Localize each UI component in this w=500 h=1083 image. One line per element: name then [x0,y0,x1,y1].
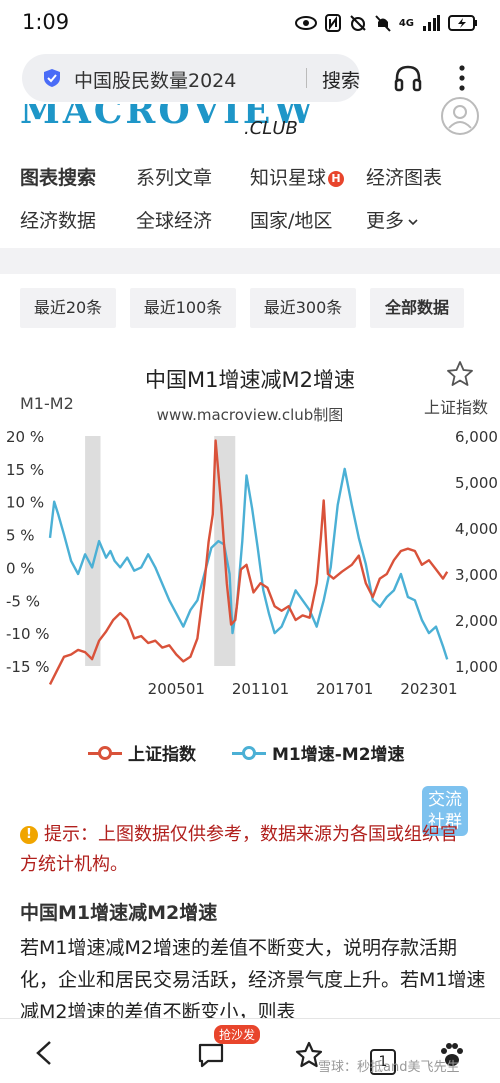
filter-all-data[interactable]: 全部数据 [370,288,464,328]
nav-item-more[interactable]: 更多 [366,206,419,233]
shaded-period-0 [85,436,101,666]
section-divider [0,248,500,274]
left-tick-label: -5 % [6,592,40,610]
battery-charging-icon [448,15,477,31]
x-tick-label: 200501 [148,680,205,698]
filter-recent-100[interactable]: 最近100条 [130,288,236,328]
chart-title: 中国M1增速减M2增速 [145,368,355,392]
browser-search-bar[interactable]: 中国股民数量2024 搜索 [22,54,360,102]
right-tick-label: 3,000 [455,566,498,584]
x-tick-label: 201101 [232,680,289,698]
shield-icon [44,69,60,87]
mute-icon [375,15,391,32]
logo-suffix-text: .CLUB [244,118,298,139]
comment-icon[interactable] [196,1041,226,1069]
right-tick-label: 1,000 [455,658,498,676]
legend-label-m1m2: M1增速-M2增速 [272,745,405,765]
favorite-icon[interactable] [294,1041,324,1069]
right-tick-label: 2,000 [455,612,498,630]
nav-item-global-economy[interactable]: 全球经济 [136,210,213,232]
legend-label-index: 上证指数 [128,745,196,765]
chart-watermark: www.macroview.club制图 [156,406,344,424]
series-line-m1m2 [48,467,449,660]
left-tick-label: 0 % [6,559,35,577]
notice-text: 提示：上图数据仅供参考，数据来源为各国或组织官方统计机构。 [20,824,458,875]
legend-marker-m1m2 [232,745,266,761]
nav-item-knowledge-planet-label: 知识星球 [250,167,327,189]
right-tick-label: 6,000 [455,428,498,446]
signal-icon [423,15,440,31]
left-tick-label: 10 % [6,494,44,512]
legend-item-m1m2[interactable]: M1增速-M2增速 [232,740,405,765]
bottom-toolbar: 抢沙发 1 [0,1018,500,1083]
left-tick-label: 15 % [6,461,44,479]
legend-item-index[interactable]: 上证指数 [88,740,196,765]
left-tick-label: -10 % [6,625,50,643]
status-bar: 1:09 4G [0,0,500,46]
line-chart: 20 % 15 % 10 % 5 % 0 % -5 % -10 % -15 % 6,000 5,0… [6,428,498,698]
search-query-text[interactable]: 中国股民数量2024 [74,70,237,92]
eye-icon [294,16,317,30]
left-tick-label: -15 % [6,658,50,676]
network-label: 4G [398,17,414,29]
nav-item-series-articles[interactable]: 系列文章 [136,167,213,189]
y-axis-left-label: M1-M2 [20,394,74,413]
legend-marker-index [88,745,122,761]
favorite-star-icon[interactable] [446,360,474,388]
site-logo[interactable]: MACROVIEW .CLUB [20,104,310,146]
warning-icon: ! [20,826,38,844]
x-tick-label: 201701 [316,680,373,698]
right-tick-label: 4,000 [455,520,498,538]
user-avatar-icon[interactable] [440,96,480,136]
community-fab-button[interactable]: 交流 社群 [422,786,468,836]
nav-item-chart-search[interactable]: 图表搜索 [20,167,97,189]
headphones-icon[interactable] [392,62,424,94]
left-tick-label: 20 % [6,428,44,446]
nav-item-countries-regions[interactable]: 国家/地区 [250,210,333,232]
y-axis-right-label: 上证指数 [423,398,488,417]
status-icons: 4G [294,14,478,32]
series-line-index [48,439,449,685]
page-watermark: 雪球：秒抵and美飞先生 [318,1060,460,1075]
more-options-icon[interactable] [452,62,472,94]
tab-count[interactable]: 1 [370,1049,396,1075]
data-notice: ! 提示：上图数据仅供参考，数据来源为各国或组织官方统计机构。 [20,820,470,880]
status-time: 1:09 [22,10,70,34]
alarm-off-icon [350,15,366,31]
chevron-down-icon [408,219,418,226]
hot-badge: H [328,171,345,187]
nav-item-economic-data[interactable]: 经济数据 [20,210,97,232]
paw-icon[interactable] [438,1041,466,1069]
filter-recent-20[interactable]: 最近20条 [20,288,116,328]
nfc-icon [324,14,341,32]
fab-line-1: 交流 [428,790,462,810]
nav-item-economic-charts[interactable]: 经济图表 [366,167,443,189]
search-button[interactable]: 搜索 [322,70,361,92]
sofa-badge: 抢沙发 [214,1025,261,1044]
right-tick-label: 5,000 [455,474,498,492]
category-nav: 图表搜索 系列文章 知识星球 H 经济图表 经济数据 全球经济 国家/地区 更多 [0,150,500,246]
article-paragraph: 若M1增速减M2增速的差值不断变大，说明存款活期化，企业和居民交易活跃，经济景气… [20,937,486,1020]
filter-recent-300[interactable]: 最近300条 [250,288,356,328]
search-divider [306,68,307,88]
chart-legend: 上证指数 M1增速-M2增速 [0,740,500,770]
nav-item-knowledge-planet[interactable]: 知识星球 H [250,163,345,190]
logo-brand-text: MACROVIEW [20,104,310,132]
left-tick-label: 5 % [6,527,35,545]
back-arrow-icon[interactable] [32,1039,56,1067]
nav-item-more-label: 更多 [366,210,405,232]
x-tick-label: 202301 [400,680,457,698]
fab-line-2: 社群 [428,812,462,832]
article-heading: 中国M1增速减M2增速 [20,902,218,924]
